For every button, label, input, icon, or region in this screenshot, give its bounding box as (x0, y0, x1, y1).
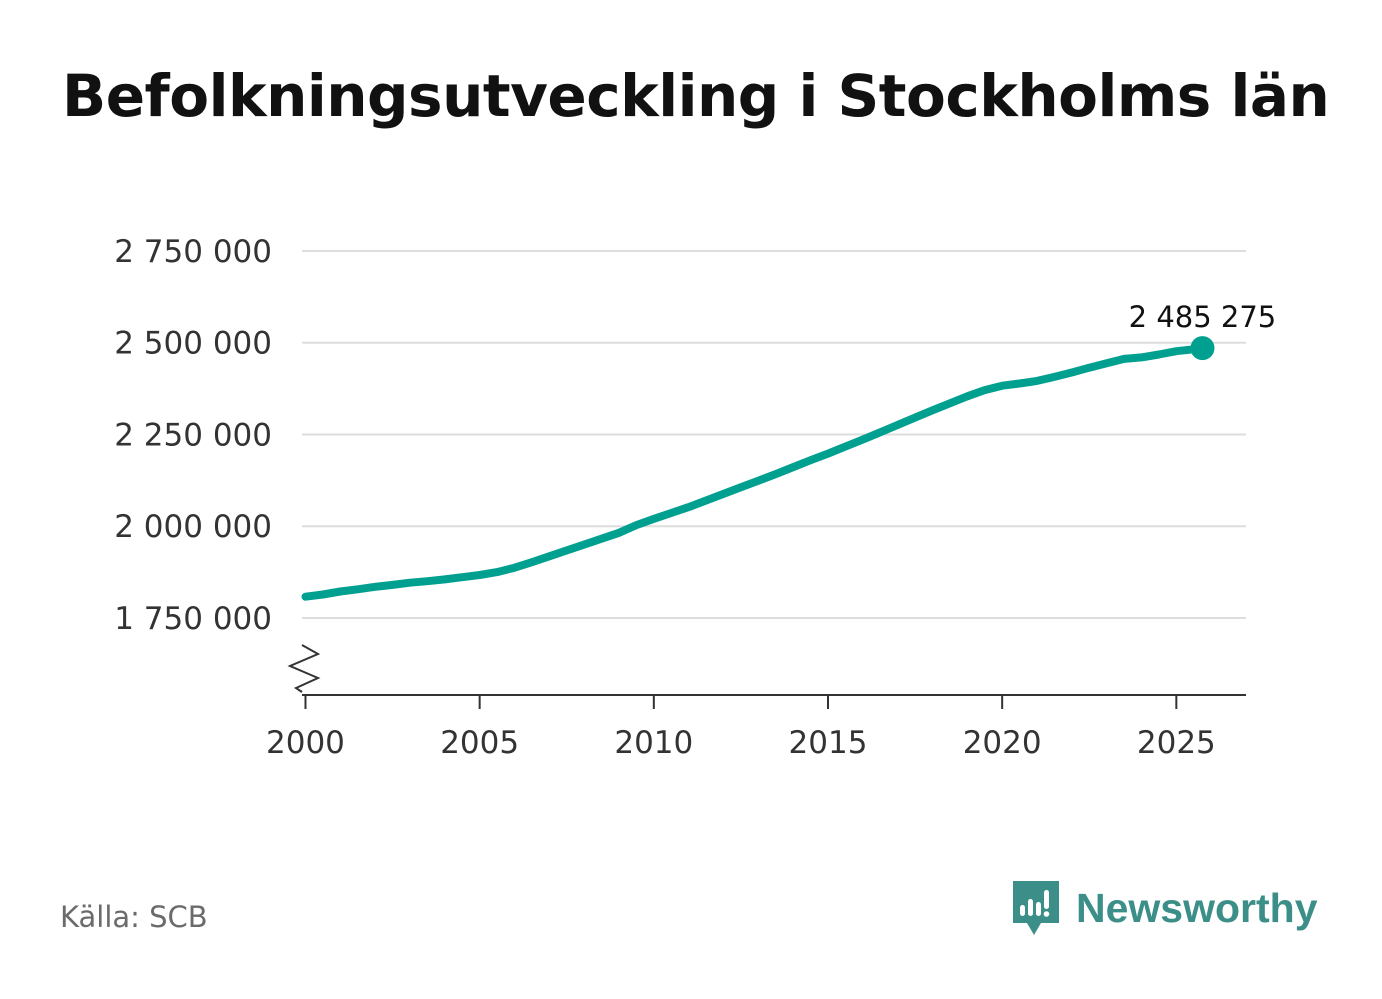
chart-title: Befolkningsutveckling i Stockholms län (62, 62, 1330, 130)
data-label-layer: 2 485 275 (1129, 300, 1277, 334)
series-layer (301, 336, 1215, 601)
brand-logo: Newsworthy (1010, 878, 1318, 938)
brand-name: Newsworthy (1076, 884, 1318, 931)
x-tick-label: 2020 (963, 725, 1042, 761)
x-axis (287, 644, 1246, 709)
x-tick-label: 2015 (789, 725, 868, 761)
x-tick-label: 2000 (266, 725, 345, 761)
last-point-marker (1190, 336, 1215, 361)
source-note: Källa: SCB (60, 900, 208, 934)
axis-break-icon (287, 644, 321, 693)
x-tick-label: 2025 (1137, 725, 1216, 761)
x-tick-label: 2010 (614, 725, 693, 761)
y-axis-tick-labels: 1 750 000 2 000 000 2 250 000 2 500 000 2 75… (114, 234, 272, 637)
gridlines (302, 250, 1246, 619)
newsworthy-logo-icon (1013, 881, 1059, 935)
y-tick-label: 2 000 000 (114, 509, 272, 545)
x-tick-label: 2005 (440, 725, 519, 761)
y-tick-label: 2 750 000 (114, 234, 272, 270)
y-tick-label: 2 500 000 (114, 326, 272, 362)
y-tick-label: 2 250 000 (114, 417, 272, 453)
x-axis-tick-labels: 2000 2005 2010 2015 2020 2025 (266, 725, 1216, 761)
population-series-line (301, 344, 1207, 601)
y-tick-label: 1 750 000 (114, 601, 272, 637)
last-value-label: 2 485 275 (1129, 300, 1277, 334)
